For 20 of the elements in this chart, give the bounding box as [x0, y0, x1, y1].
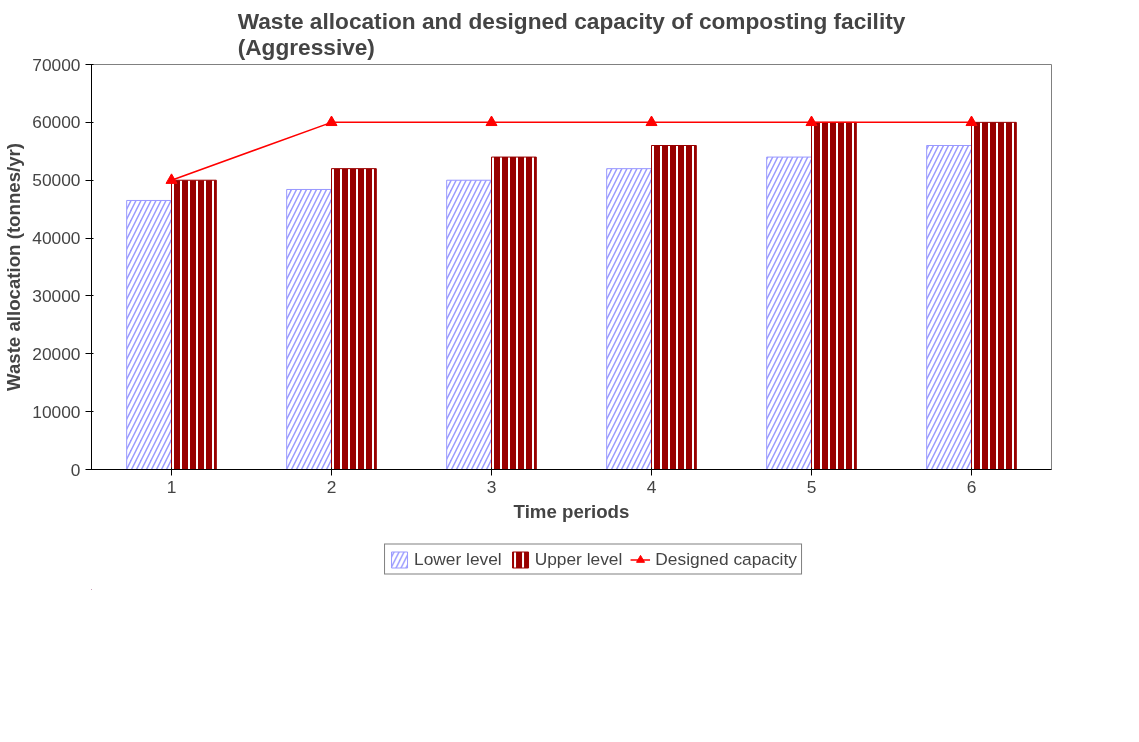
x-tick-label: 4	[646, 476, 657, 497]
x-axis-title: Time periods	[513, 500, 630, 522]
x-tick-label: 2	[326, 476, 337, 497]
x-tick-label: 3	[486, 476, 497, 497]
y-tick-label: 30000	[32, 285, 81, 306]
legend-label: Designed capacity	[655, 548, 797, 570]
y-tick-label: 10000	[32, 401, 81, 422]
y-axis-title: Waste allocation (tonnes/yr)	[3, 142, 25, 392]
chart-title: Waste allocation and designed capacity of composting facility (Aggressive)	[237, 7, 906, 60]
y-tick-label: 20000	[32, 343, 81, 364]
x-tick-label: 6	[966, 476, 977, 497]
y-tick-label: 50000	[32, 170, 81, 191]
y-tick-label: 40000	[32, 228, 81, 249]
y-tick-label: 0	[70, 459, 81, 480]
y-tick-label: 60000	[32, 112, 81, 133]
x-tick-label: 5	[806, 476, 817, 497]
legend-label: Upper level	[534, 548, 623, 570]
x-tick-label: 1	[166, 476, 177, 497]
legend-label: Lower level	[414, 548, 502, 570]
y-tick-label: 70000	[32, 54, 81, 75]
